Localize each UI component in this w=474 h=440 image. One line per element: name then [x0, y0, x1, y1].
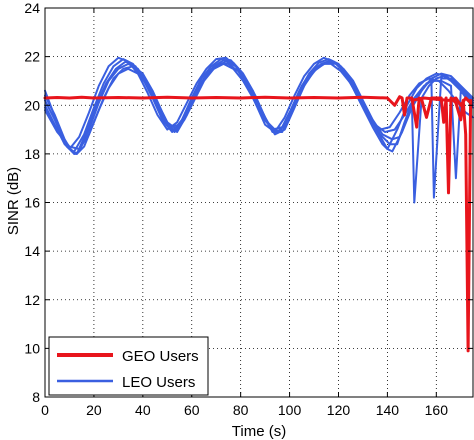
geo-user-line-1 — [410, 96, 473, 107]
y-tick-label: 24 — [24, 0, 40, 16]
legend-label-geo: GEO Users — [122, 348, 199, 365]
x-tick-label: 120 — [327, 402, 351, 418]
x-tick-label: 0 — [41, 402, 49, 418]
geo-user-line-0 — [43, 95, 473, 353]
y-tick-label: 16 — [24, 195, 40, 211]
x-tick-label: 160 — [425, 402, 449, 418]
y-tick-label: 18 — [24, 146, 40, 162]
x-tick-label: 60 — [184, 402, 200, 418]
x-axis-label: Time (s) — [232, 423, 286, 440]
y-tick-label: 22 — [24, 49, 40, 65]
x-tick-label: 40 — [135, 402, 151, 418]
y-tick-label: 12 — [24, 292, 40, 308]
y-axis-label: SINR (dB) — [5, 167, 22, 235]
x-tick-label: 140 — [376, 402, 400, 418]
plot-frame — [44, 7, 474, 398]
x-tick-label: 20 — [86, 402, 102, 418]
legend-label-leo: LEO Users — [122, 374, 195, 391]
legend: GEO Users LEO Users — [48, 336, 209, 396]
y-tick-label: 8 — [32, 389, 40, 405]
y-tick-label: 20 — [24, 97, 40, 113]
y-tick-label: 10 — [24, 340, 40, 356]
legend-box — [48, 336, 209, 396]
y-tick-label: 14 — [24, 243, 40, 259]
x-tick-label: 80 — [233, 402, 249, 418]
y-tick-labels: 8 10 12 14 16 18 20 22 24 — [24, 0, 40, 405]
series-lines — [43, 56, 474, 353]
x-tick-label: 100 — [278, 402, 302, 418]
x-tick-labels: 0 20 40 60 80 100 120 140 160 — [41, 402, 448, 418]
